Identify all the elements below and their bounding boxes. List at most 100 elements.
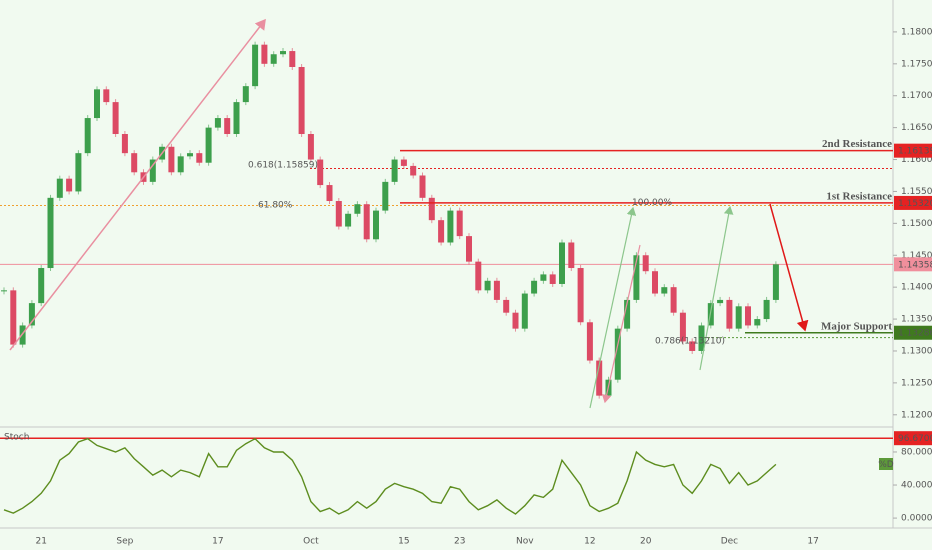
candle (214, 118, 221, 128)
x-tick-label: Oct (303, 537, 319, 547)
projection-arrow (589, 206, 637, 409)
candle (633, 255, 640, 300)
candle (410, 165, 417, 176)
candle (745, 306, 751, 326)
candle (112, 102, 119, 135)
level-name: 1st Resistance (826, 190, 892, 202)
x-tick-label: 23 (454, 537, 465, 547)
y-tick-label: 1.16000 (901, 155, 932, 165)
y-tick-label: 0.0000 (901, 514, 932, 524)
y-tick-label: 1.18000 (901, 27, 932, 37)
y-tick-label: 80.0000 (901, 447, 932, 457)
x-tick-label: Sep (116, 537, 133, 547)
candle (577, 268, 584, 323)
price-box (894, 431, 932, 446)
price-box-label: 96.6700 (898, 434, 932, 444)
candle (1, 290, 7, 292)
candle (242, 86, 249, 103)
y-tick-label: 1.12500 (901, 378, 932, 388)
candle (540, 274, 547, 281)
x-tick-label: 17 (212, 537, 223, 547)
price-box-label: 1.14358 (898, 260, 932, 270)
price-box (894, 257, 932, 272)
candle (624, 299, 631, 329)
candle (596, 360, 603, 396)
candle (56, 178, 63, 198)
x-tick-label: 20 (640, 537, 652, 547)
candle (307, 134, 314, 160)
candle (335, 201, 342, 227)
y-tick-label: 1.13500 (901, 315, 932, 325)
marks (0, 41, 893, 515)
x-tick-label: Dec (721, 537, 738, 547)
y-tick-label: 1.14500 (901, 251, 932, 261)
x-tick-label: 21 (35, 537, 46, 547)
candle (354, 204, 361, 214)
candle (10, 290, 17, 345)
candle (466, 236, 472, 262)
level-name: Major Support (821, 320, 892, 332)
price-box-label: 1.13286 (898, 329, 932, 339)
candle (270, 54, 277, 64)
candle (642, 255, 649, 272)
candle (121, 134, 128, 154)
candle (754, 319, 761, 326)
candle (679, 312, 686, 342)
y-tick-label: 1.14000 (901, 283, 932, 293)
candle (280, 51, 286, 55)
y-tick-label: 1.17500 (901, 59, 932, 69)
candle (549, 274, 556, 284)
candle (326, 185, 333, 202)
candle (419, 175, 426, 198)
candle (19, 325, 26, 345)
candle (205, 127, 212, 163)
candle (261, 44, 268, 64)
candle (447, 210, 454, 243)
candle (252, 44, 259, 87)
y-tick-label: 1.15000 (901, 219, 932, 229)
candle (149, 159, 156, 182)
candle (559, 242, 565, 284)
candle (763, 299, 770, 320)
projection-arrow (601, 244, 641, 404)
y-tick-label: 1.16500 (901, 123, 932, 133)
candle (661, 287, 668, 294)
candle (772, 264, 779, 300)
candle (131, 153, 138, 173)
candle (373, 210, 379, 240)
stoch-line (3, 437, 777, 515)
x-tick-label: 15 (398, 537, 409, 547)
candle (177, 156, 184, 173)
candle (317, 159, 324, 186)
candle (726, 299, 733, 329)
candle (47, 197, 54, 269)
x-tick-label: Nov (516, 537, 534, 547)
candle (484, 280, 491, 291)
fib-label: 0.786(1.13210) (655, 337, 725, 347)
candle (298, 67, 305, 135)
candle (84, 118, 91, 154)
candle (438, 220, 445, 243)
candle (568, 242, 575, 269)
price-box-label: 1.16139 (898, 147, 932, 157)
candle (735, 306, 742, 329)
candle (531, 280, 538, 294)
legend-badge (879, 458, 893, 470)
candle (233, 102, 240, 135)
candle (363, 204, 370, 240)
price-box (894, 325, 932, 340)
candle (689, 341, 696, 351)
candle (698, 325, 705, 351)
candle (717, 299, 724, 304)
candle (196, 153, 203, 163)
candle (456, 210, 463, 237)
candle (428, 197, 435, 221)
candle (382, 181, 389, 211)
candle (94, 89, 100, 119)
candle (224, 118, 231, 135)
price-box (894, 195, 932, 210)
fib-label: 100.00% (632, 198, 672, 208)
fib-label: 61.80% (258, 200, 293, 210)
candle (187, 153, 193, 157)
